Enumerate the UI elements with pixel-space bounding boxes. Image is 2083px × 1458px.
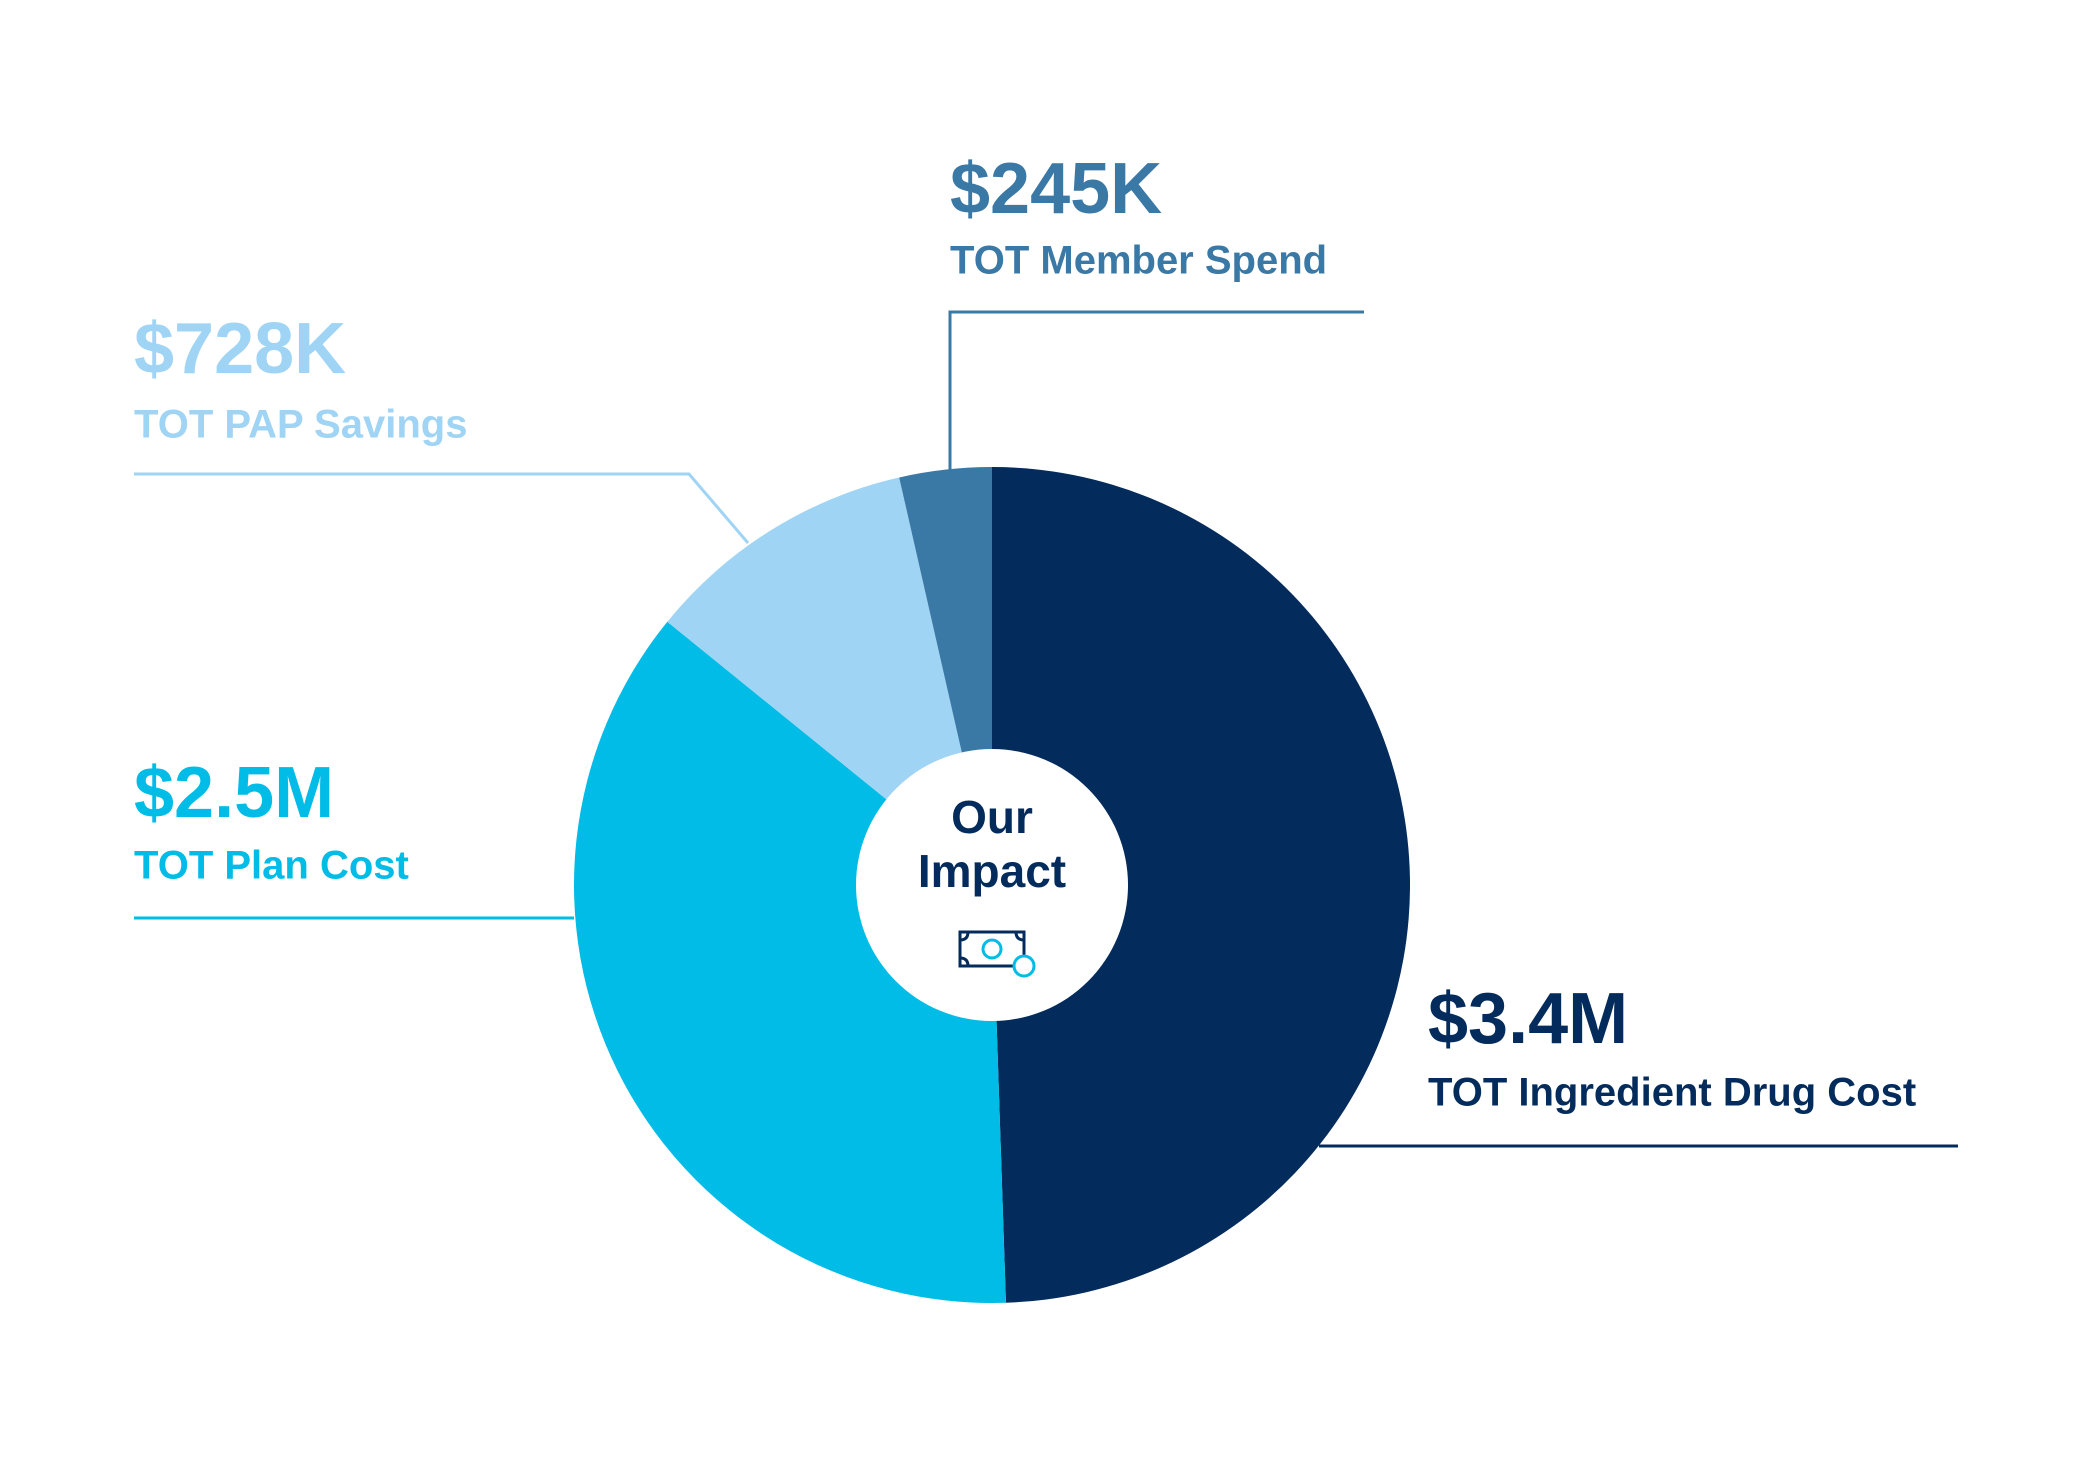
legend-label: TOT Ingredient Drug Cost (1428, 1071, 1916, 1115)
donut-segment (992, 467, 1411, 1303)
value-label: $728K (134, 309, 346, 389)
leader-line (948, 310, 1364, 470)
donut-segment (574, 621, 1006, 1303)
center-label: Our Impact (917, 791, 1067, 897)
donut-hole (856, 749, 1128, 1021)
value-label: $3.4M (1428, 979, 1628, 1059)
legend-label: TOT Member Spend (950, 239, 1327, 283)
legend-label: TOT PAP Savings (134, 403, 467, 447)
legend-label: TOT Plan Cost (134, 844, 409, 888)
leader-line (134, 472, 750, 544)
money-icon (958, 930, 1036, 978)
value-label: $2.5M (134, 753, 334, 833)
value-label: $245K (950, 149, 1162, 229)
